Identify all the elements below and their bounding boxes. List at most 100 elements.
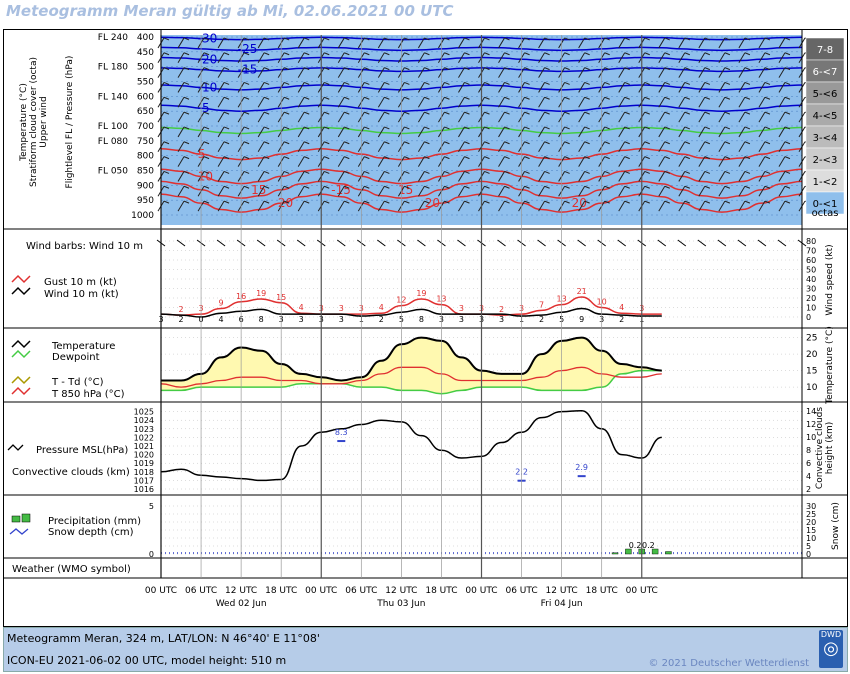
upper-wind-barb bbox=[263, 126, 270, 130]
pressure-msl-tick-label: 1020 bbox=[134, 451, 154, 460]
upper-wind-barb bbox=[644, 126, 650, 130]
upper-wind-barb bbox=[417, 141, 425, 153]
cloud-legend-label: 5-<6 bbox=[813, 89, 838, 100]
upper-wind-barb bbox=[177, 67, 185, 78]
upper-wind-barb bbox=[458, 52, 465, 64]
pressure-tick-label: 650 bbox=[137, 107, 154, 117]
upper-wind-barb bbox=[344, 111, 350, 115]
dwd-logo[interactable]: DWD ◎ bbox=[819, 630, 843, 668]
conv-cloud-label: 2.9 bbox=[575, 463, 588, 472]
surface-wind-barb bbox=[677, 239, 687, 247]
upper-wind-barb bbox=[404, 185, 410, 189]
upper-wind-barb bbox=[297, 156, 305, 167]
upper-wind-barb bbox=[744, 67, 751, 71]
upper-wind-barb bbox=[724, 37, 731, 41]
upper-wind-barb bbox=[464, 170, 470, 174]
upper-wind-barb bbox=[304, 156, 310, 160]
snow-tick-label: 15 bbox=[806, 526, 816, 535]
upper-wind-barb bbox=[203, 170, 210, 174]
surface-wind-barb bbox=[537, 239, 546, 247]
upper-wind-barb bbox=[704, 156, 711, 160]
cloud-legend-label: 3-<4 bbox=[813, 133, 838, 144]
upper-wind-barb bbox=[604, 111, 610, 115]
upper-wind-barb bbox=[377, 97, 385, 108]
upper-wind-barb bbox=[618, 97, 626, 108]
upper-wind-barb bbox=[364, 185, 370, 189]
upper-wind-barb bbox=[738, 52, 746, 64]
upper-wind-barb bbox=[784, 111, 791, 115]
upper-wind-barb bbox=[243, 111, 250, 115]
upper-wind-barb bbox=[424, 37, 430, 41]
upper-wind-barb bbox=[644, 37, 650, 41]
wind-value-label: 2 bbox=[379, 315, 384, 324]
upper-wind-barb bbox=[337, 97, 345, 108]
upper-wind-barb bbox=[744, 170, 751, 174]
upper-wind-barb bbox=[458, 111, 465, 123]
upper-wind-barb bbox=[564, 96, 570, 100]
upper-wind-barb bbox=[564, 185, 570, 189]
upper-wind-barb bbox=[698, 97, 706, 108]
upper-wind-barb bbox=[364, 126, 370, 130]
surface-wind-barb bbox=[176, 239, 186, 247]
upper-wind-barb bbox=[203, 185, 210, 189]
upper-wind-barb bbox=[678, 126, 686, 138]
upper-wind-barb bbox=[484, 185, 490, 189]
upper-wind-barb bbox=[698, 141, 706, 153]
upper-wind-barb bbox=[564, 170, 570, 174]
dwd-logo-text: DWD bbox=[820, 630, 842, 639]
pressure-msl-line bbox=[160, 409, 662, 482]
cloud-legend-swatch bbox=[805, 191, 845, 215]
precip-legend-icon bbox=[11, 515, 21, 523]
upper-wind-barb bbox=[778, 200, 786, 212]
upper-wind-barb bbox=[183, 37, 190, 41]
upper-wind-barb bbox=[324, 141, 330, 145]
upper-wind-barb bbox=[223, 67, 230, 71]
flightlevel-tick-label: FL 140 bbox=[98, 92, 129, 102]
upper-wind-barb bbox=[384, 126, 390, 130]
upper-wind-barb bbox=[384, 52, 390, 56]
upper-wind-barb bbox=[297, 52, 305, 64]
upper-wind-barb bbox=[738, 97, 746, 108]
upper-wind-barb bbox=[424, 200, 430, 204]
upper-wind-barb bbox=[764, 81, 771, 85]
upper-wind-barb bbox=[424, 67, 430, 71]
upper-wind-barb bbox=[604, 37, 610, 41]
upper-wind-barb bbox=[678, 37, 686, 49]
upper-wind-barb bbox=[564, 81, 570, 85]
pressure-legend-icon bbox=[7, 444, 24, 451]
upper-wind-barb bbox=[364, 81, 370, 85]
upper-wind-barb bbox=[417, 37, 425, 49]
upper-wind-barb bbox=[183, 67, 190, 71]
upper-wind-barb bbox=[584, 156, 590, 160]
upper-wind-barb bbox=[243, 96, 250, 100]
upper-wind-barb bbox=[498, 67, 505, 78]
upper-wind-barb bbox=[618, 126, 626, 138]
upper-wind-barb bbox=[764, 96, 771, 100]
upper-wind-barb bbox=[424, 126, 430, 130]
precip-value-label: 0.2 bbox=[642, 541, 655, 550]
upper-wind-barb bbox=[337, 67, 345, 78]
upper-wind-barb bbox=[524, 185, 530, 189]
upper-wind-barb bbox=[464, 111, 470, 115]
upper-wind-barb bbox=[498, 82, 505, 93]
upper-wind-barb bbox=[297, 67, 305, 78]
upper-wind-barb bbox=[504, 200, 510, 204]
upper-wind-barb bbox=[183, 200, 190, 204]
snow-tick-label: 5 bbox=[806, 542, 811, 551]
upper-wind-barb bbox=[297, 82, 305, 93]
upper-wind-barb bbox=[404, 111, 410, 115]
time-tick-label: 00 UTC bbox=[465, 586, 497, 596]
upper-wind-barb bbox=[624, 156, 630, 160]
upper-wind-barb bbox=[538, 37, 546, 49]
upper-wind-barb bbox=[163, 185, 170, 189]
upper-wind-barb bbox=[584, 81, 590, 85]
upper-wind-barb bbox=[744, 126, 751, 130]
upper-wind-barb bbox=[618, 156, 626, 167]
upper-wind-barb bbox=[764, 67, 771, 71]
upper-wind-barb bbox=[718, 97, 726, 108]
upper-wind-barb bbox=[424, 141, 430, 145]
upper-wind-barb bbox=[644, 156, 650, 160]
time-tick-label: 12 UTC bbox=[546, 586, 578, 596]
upper-wind-barb bbox=[337, 126, 345, 138]
tdiff-legend-icon bbox=[11, 375, 31, 385]
